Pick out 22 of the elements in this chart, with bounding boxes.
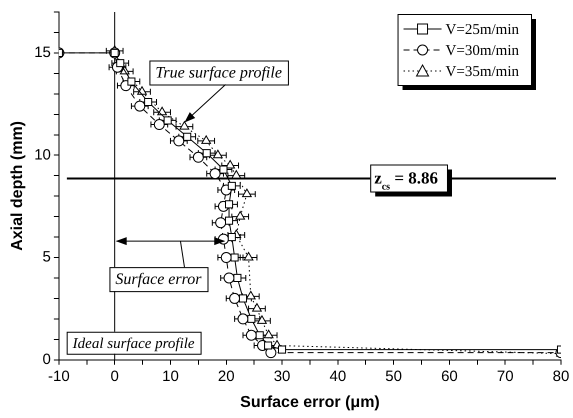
- annotation: Surface error: [115, 271, 202, 288]
- x-tick-label: 50: [385, 368, 402, 385]
- x-tick-label: 60: [441, 368, 458, 385]
- x-tick-label: 40: [329, 368, 346, 385]
- legend-label: V=35m/min: [446, 64, 520, 80]
- x-tick-label: 80: [552, 368, 570, 385]
- x-tick-label: 10: [162, 368, 179, 385]
- x-axis-title: Surface error (μm): [240, 394, 380, 411]
- legend-label: V=30m/min: [446, 42, 520, 59]
- x-tick-label: 30: [274, 368, 290, 385]
- x-tick-label: 0: [110, 368, 119, 385]
- legend-label: V=25m/min: [446, 22, 520, 38]
- y-tick-label: 0: [42, 350, 51, 368]
- y-tick-label: 5: [42, 248, 51, 266]
- x-tick-label: 20: [218, 368, 235, 385]
- ref-line-label: Ideal surface profile: [72, 336, 195, 352]
- annotation: True surface profile: [155, 64, 282, 82]
- y-axis-title: Axial depth (mm): [9, 121, 26, 251]
- x-tick-label: 70: [496, 368, 514, 385]
- x-tick-label: -10: [48, 368, 70, 385]
- y-tick-label: 15: [34, 44, 51, 62]
- y-tick-label: 10: [34, 146, 51, 164]
